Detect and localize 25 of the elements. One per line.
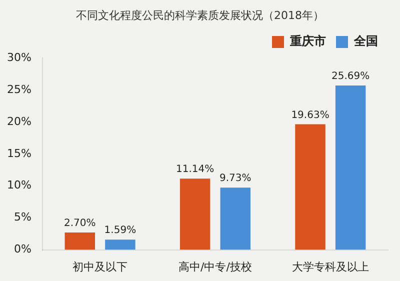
data-label: 9.73%: [219, 173, 252, 184]
y-tick-label: 0%: [14, 242, 32, 256]
bar: [295, 124, 326, 250]
bar: [180, 178, 210, 250]
y-tick-label: 10%: [6, 178, 32, 192]
x-tick-label: 大学专科及以上: [292, 260, 369, 274]
data-label: 19.63%: [291, 110, 330, 121]
legend-label: 全国: [353, 34, 378, 48]
bar: [64, 232, 95, 250]
y-tick-label: 25%: [6, 82, 32, 96]
y-tick-label: 5%: [14, 210, 32, 224]
x-tick-label: 初中及以下: [72, 260, 128, 274]
y-tick-label: 20%: [6, 114, 32, 128]
data-label: 2.70%: [64, 218, 96, 230]
bar: [105, 240, 136, 250]
data-label: 11.14%: [176, 164, 214, 176]
y-tick-label: 30%: [6, 50, 32, 64]
data-label: 1.59%: [104, 225, 136, 236]
legend-label: 重庆市: [289, 34, 326, 48]
chart-title: 不同文化程度公民的科学素质发展状况（2018年）: [75, 8, 325, 22]
bar: [220, 188, 250, 250]
data-label: 25.69%: [331, 71, 370, 82]
x-tick-label: 高中/中专/技校: [178, 260, 252, 274]
bar: [335, 86, 366, 250]
y-tick-label: 15%: [6, 146, 32, 160]
